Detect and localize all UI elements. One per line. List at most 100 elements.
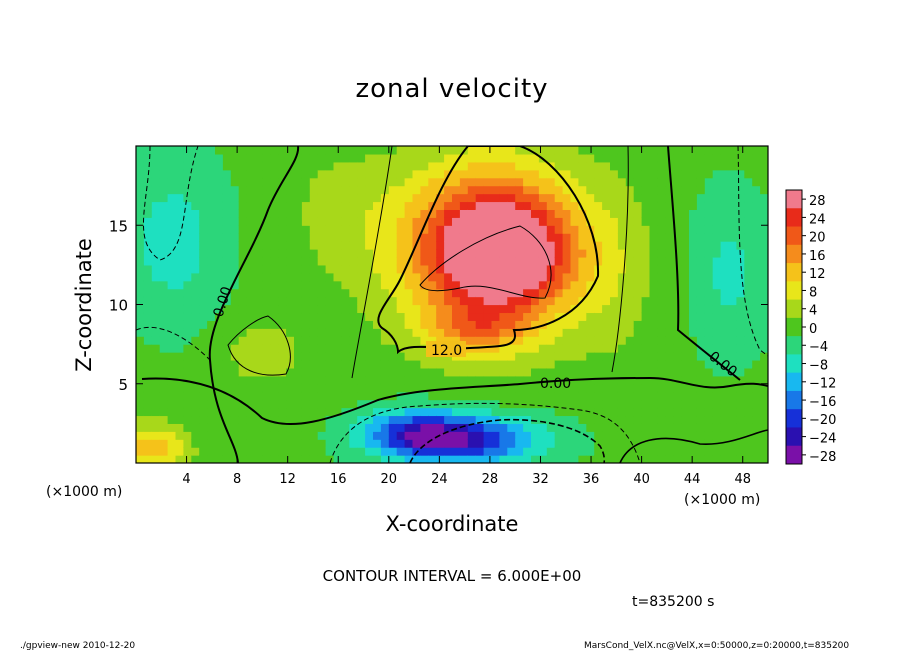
heatmap-cell xyxy=(246,201,256,210)
heatmap-cell xyxy=(689,233,698,242)
heatmap-cell xyxy=(254,264,263,274)
heatmap-cell xyxy=(720,256,730,266)
heatmap-cell xyxy=(641,375,651,385)
heatmap-cell xyxy=(301,296,311,306)
heatmap-cell xyxy=(349,256,358,266)
heatmap-cell xyxy=(349,161,358,171)
heatmap-cell xyxy=(507,177,516,187)
heatmap-cell xyxy=(262,225,271,234)
heatmap-cell xyxy=(720,225,730,234)
heatmap-cell xyxy=(349,328,358,337)
heatmap-cell xyxy=(175,447,184,456)
heatmap-cell xyxy=(365,185,374,195)
heatmap-cell xyxy=(578,217,587,226)
heatmap-cell xyxy=(602,431,611,440)
heatmap-cell xyxy=(436,455,445,463)
heatmap-cell xyxy=(736,439,745,448)
heatmap-cell xyxy=(286,225,295,234)
heatmap-cell xyxy=(507,455,516,463)
heatmap-cell xyxy=(412,407,421,417)
heatmap-cell xyxy=(191,304,200,314)
heatmap-cell xyxy=(491,383,500,393)
heatmap-cell xyxy=(641,272,651,282)
heatmap-cell xyxy=(222,328,232,337)
heatmap-cell xyxy=(712,280,722,290)
heatmap-cell xyxy=(625,399,635,409)
heatmap-cell xyxy=(673,177,682,187)
heatmap-cell xyxy=(475,264,485,274)
heatmap-cell xyxy=(396,233,406,242)
heatmap-cell xyxy=(594,280,603,290)
heatmap-cell xyxy=(175,304,184,314)
colorbar-swatch xyxy=(786,445,802,465)
heatmap-cell xyxy=(301,375,311,385)
heatmap-cell xyxy=(602,177,611,187)
heatmap-cell xyxy=(341,217,350,226)
heatmap-cell xyxy=(649,233,658,242)
heatmap-cell xyxy=(341,447,350,456)
heatmap-cell xyxy=(428,161,437,171)
heatmap-cell xyxy=(483,264,493,274)
heatmap-cell xyxy=(222,415,232,424)
heatmap-cell xyxy=(183,201,192,210)
heatmap-cell xyxy=(278,455,287,463)
heatmap-cell xyxy=(294,415,303,424)
heatmap-cell xyxy=(483,256,493,266)
heatmap-cell xyxy=(641,399,651,409)
heatmap-cell xyxy=(459,447,469,456)
heatmap-cell xyxy=(475,423,485,432)
heatmap-cell xyxy=(396,344,406,353)
heatmap-cell xyxy=(452,264,461,274)
heatmap-cell xyxy=(436,288,445,298)
heatmap-cell xyxy=(570,169,579,179)
heatmap-cell xyxy=(760,256,768,266)
heatmap-cell xyxy=(294,344,303,353)
heatmap-cell xyxy=(230,296,240,306)
heatmap-cell xyxy=(159,415,169,424)
heatmap-cell xyxy=(689,209,698,218)
colorbar-label: −12 xyxy=(809,377,836,392)
heatmap-cell xyxy=(349,249,358,258)
heatmap-cell xyxy=(633,161,643,171)
heatmap-cell xyxy=(254,455,263,463)
heatmap-cell xyxy=(436,201,445,210)
heatmap-cell xyxy=(625,359,635,369)
heatmap-cell xyxy=(475,359,485,369)
heatmap-cell xyxy=(436,423,445,432)
heatmap-cell xyxy=(309,455,319,463)
heatmap-cell xyxy=(222,367,232,377)
heatmap-cell xyxy=(388,193,398,203)
heatmap-cell xyxy=(270,431,279,440)
heatmap-cell xyxy=(317,249,327,258)
heatmap-cell xyxy=(681,328,690,337)
heatmap-cell xyxy=(491,161,500,171)
heatmap-cell xyxy=(388,233,398,242)
heatmap-cell xyxy=(278,415,287,424)
heatmap-cell xyxy=(262,328,271,337)
heatmap-cell xyxy=(373,304,382,314)
heatmap-cell xyxy=(554,233,564,242)
heatmap-cell xyxy=(349,233,358,242)
heatmap-cell xyxy=(760,185,768,195)
heatmap-cell xyxy=(499,415,508,424)
heatmap-cell xyxy=(546,399,556,409)
heatmap-cell xyxy=(641,383,651,393)
heatmap-cell xyxy=(720,439,730,448)
heatmap-cell xyxy=(712,391,722,401)
heatmap-cell xyxy=(483,209,493,218)
heatmap-cell xyxy=(483,249,493,258)
heatmap-cell xyxy=(412,177,421,187)
heatmap-cell xyxy=(230,328,240,337)
heatmap-cell xyxy=(151,193,161,203)
heatmap-cell xyxy=(270,233,279,242)
heatmap-cell xyxy=(594,375,603,385)
heatmap-cell xyxy=(207,146,216,155)
heatmap-cell xyxy=(325,241,335,250)
heatmap-cell xyxy=(736,177,745,187)
heatmap-cell xyxy=(428,272,437,282)
heatmap-cell xyxy=(459,296,469,306)
heatmap-cell xyxy=(617,161,627,171)
heatmap-cell xyxy=(625,367,635,377)
heatmap-cell xyxy=(760,383,768,393)
